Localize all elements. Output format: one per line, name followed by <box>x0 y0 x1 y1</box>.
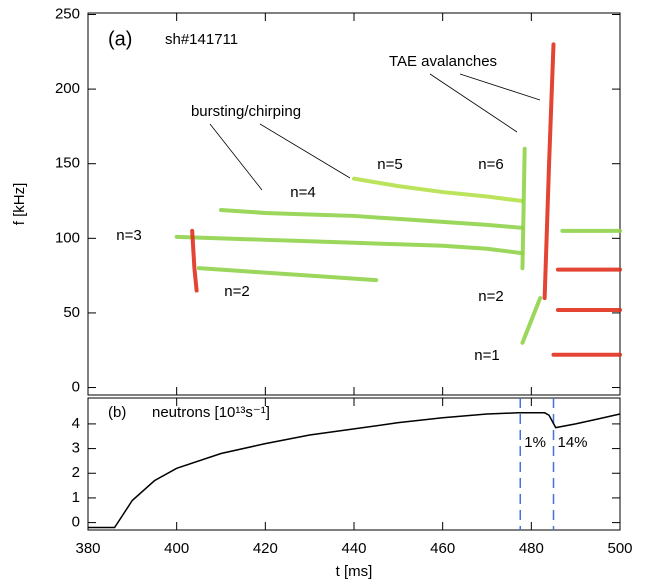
y-tick-label: 100 <box>55 229 80 246</box>
annotation: n=4 <box>290 184 315 201</box>
annotation: n=3 <box>116 227 141 244</box>
y-tick-label: 0 <box>72 379 80 396</box>
x-axis-label: t [ms] <box>336 563 373 580</box>
x-tick-label: 420 <box>253 540 278 557</box>
y-tick-label: 1 <box>72 489 80 506</box>
panel-a-frame <box>87 12 621 396</box>
y-tick-label: 250 <box>55 5 80 22</box>
x-tick-label: 480 <box>519 540 544 557</box>
annotation: n=2 <box>224 283 249 300</box>
y-tick-label: 50 <box>63 304 80 321</box>
y-tick-label: 150 <box>55 155 80 172</box>
mode-trace <box>520 146 527 271</box>
x-tick-label: 500 <box>607 540 632 557</box>
neutron-curve <box>88 412 621 529</box>
panel-label: (b) <box>108 404 126 421</box>
x-tick-label: 400 <box>164 540 189 557</box>
annotation: TAE avalanches <box>389 53 497 70</box>
y-axis-label: f [kHz] <box>11 183 28 226</box>
x-tick-label: 380 <box>75 540 100 557</box>
y-tick-label: 3 <box>72 440 80 457</box>
callout-line <box>459 73 541 101</box>
annotation: n=5 <box>377 156 402 173</box>
annotation: n=1 <box>474 347 499 364</box>
callout-line <box>259 123 351 179</box>
callout-line <box>429 73 518 133</box>
y-tick-label: 200 <box>55 80 80 97</box>
shot-label: sh#141711 <box>165 31 238 48</box>
mode-trace <box>520 296 543 345</box>
mode-trace <box>352 176 525 204</box>
x-tick-label: 440 <box>341 540 366 557</box>
annotation: bursting/chirping <box>191 103 301 120</box>
mode-trace <box>190 228 199 293</box>
mode-trace <box>542 42 556 301</box>
y-tick-label: 2 <box>72 464 80 481</box>
x-tick-label: 460 <box>430 540 455 557</box>
panel-label: (a) <box>108 28 132 50</box>
series-label: neutrons [10¹³s⁻¹] <box>152 404 270 421</box>
mode-trace <box>196 266 379 283</box>
marker-label: 1% <box>524 434 546 451</box>
annotation: n=6 <box>478 156 503 173</box>
y-tick-label: 0 <box>72 514 80 531</box>
mode-trace <box>174 234 525 256</box>
y-tick-label: 4 <box>72 415 80 432</box>
annotation: n=2 <box>478 288 503 305</box>
marker-label: 14% <box>558 434 588 451</box>
callout-line <box>209 123 263 191</box>
mode-trace <box>219 207 525 230</box>
